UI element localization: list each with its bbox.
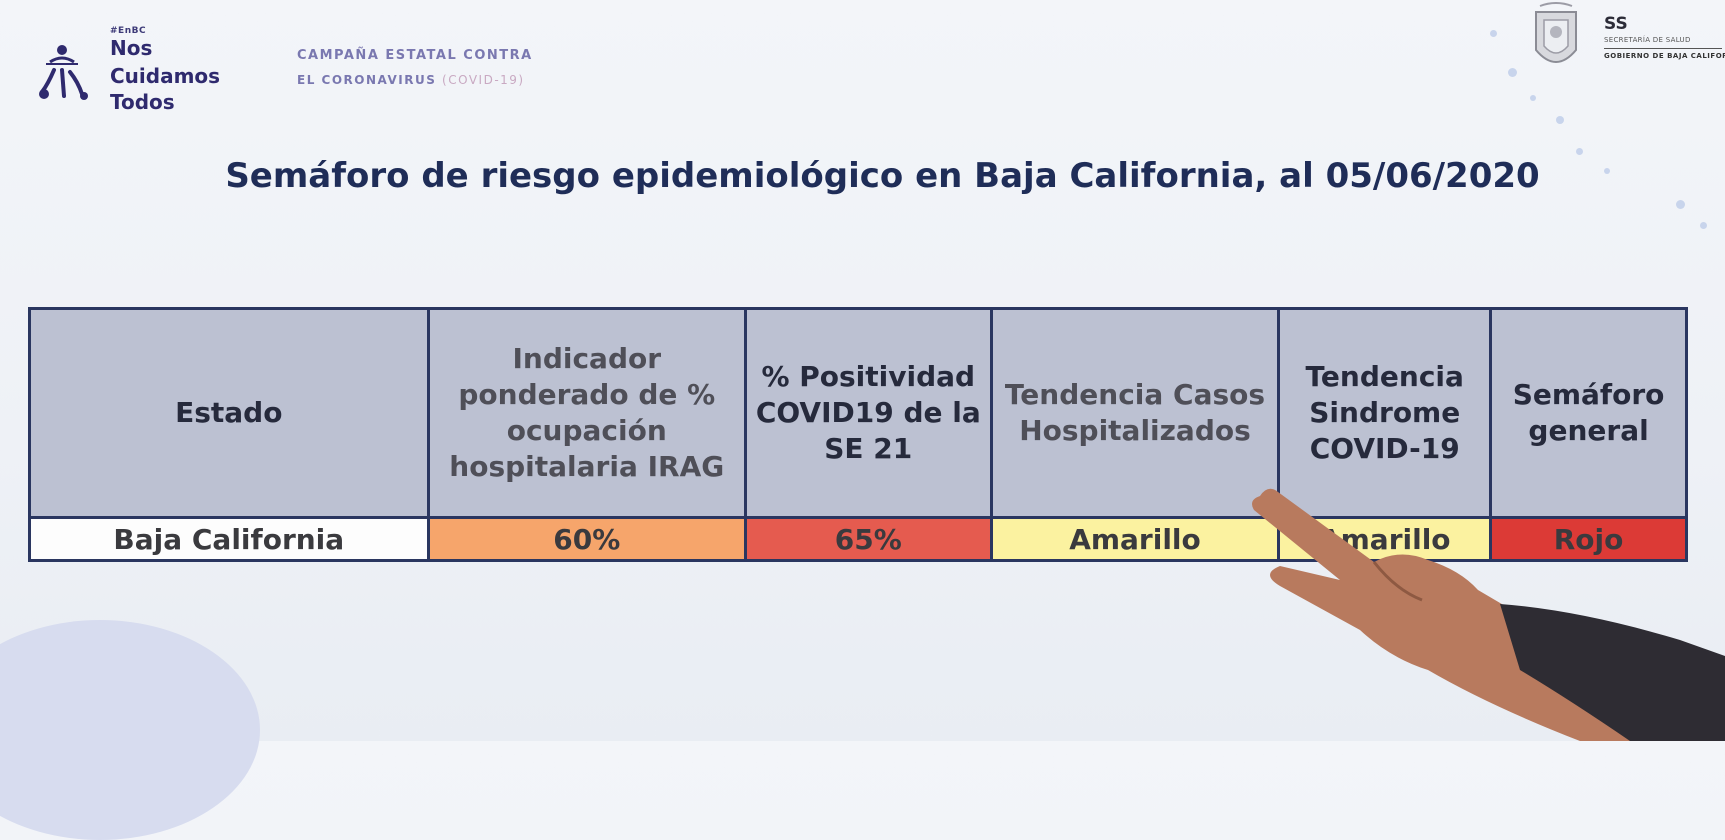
table-row: Baja California 60% 65% Amarillo Amarill…	[28, 516, 1688, 562]
logo-hashtag: #EnBC	[110, 26, 147, 36]
cell-positividad: 65%	[743, 516, 993, 562]
family-logo-icon	[39, 45, 88, 100]
header-indicador-ocupacion: Indicador ponderado de % ocupación hospi…	[426, 307, 747, 519]
header-tendencia-sindrome: Tendencia Sindrome COVID-19	[1277, 307, 1493, 519]
nos-cuidamos-todos-logo: #EnBC Nos Cuidamos Todos	[38, 26, 258, 116]
campaign-line-2: EL CORONAVIRUS (COVID-19)	[297, 73, 533, 87]
campaign-line-2-main: EL CORONAVIRUS	[297, 73, 443, 87]
campaign-line-1: CAMPAÑA ESTATAL CONTRA	[297, 48, 533, 63]
campaign-text: CAMPAÑA ESTATAL CONTRA EL CORONAVIRUS (C…	[297, 48, 533, 87]
cell-semaforo-general: Rojo	[1489, 516, 1688, 562]
gobierno-label: GOBIERNO DE BAJA CALIFORNIA	[1604, 48, 1725, 60]
header-semaforo-general: Semáforo general	[1489, 307, 1688, 519]
decor-dot	[1576, 148, 1583, 155]
decor-dot	[1676, 200, 1685, 209]
decor-dot	[1556, 116, 1564, 124]
logo-line-1: Nos	[110, 36, 153, 60]
state-seal-icon	[1535, 2, 1577, 63]
slide-title: Semáforo de riesgo epidemiológico en Baj…	[225, 156, 1540, 196]
header-tendencia-hospitalizados: Tendencia Casos Hospitalizados	[989, 307, 1281, 519]
secretaria-salud-logo: SS SECRETARÍA DE SALUD GOBIERNO DE BAJA …	[1604, 14, 1725, 60]
semaforo-table: Estado Indicador ponderado de % ocupació…	[28, 307, 1688, 562]
pointing-hand	[1252, 488, 1725, 741]
header-positividad: % Positividad COVID19 de la SE 21	[743, 307, 993, 519]
table-header-row: Estado Indicador ponderado de % ocupació…	[28, 307, 1688, 519]
logo-line-2: Cuidamos	[110, 64, 221, 88]
cell-tendencia-hospitalizados: Amarillo	[989, 516, 1281, 562]
header-estado: Estado	[28, 307, 430, 519]
decor-shape	[0, 620, 260, 840]
logo-line-3: Todos	[110, 90, 175, 114]
campaign-covid-label: (COVID-19)	[442, 73, 525, 87]
decor-dot	[1490, 30, 1497, 37]
decor-dot	[1508, 68, 1517, 77]
decor-dot	[1530, 95, 1536, 101]
cell-ocupacion: 60%	[426, 516, 747, 562]
ss-subtitle: SECRETARÍA DE SALUD	[1604, 36, 1691, 44]
decor-dot	[1700, 222, 1707, 229]
decor-dot	[1604, 168, 1610, 174]
ss-title: SS	[1604, 14, 1628, 34]
cell-estado: Baja California	[28, 516, 430, 562]
